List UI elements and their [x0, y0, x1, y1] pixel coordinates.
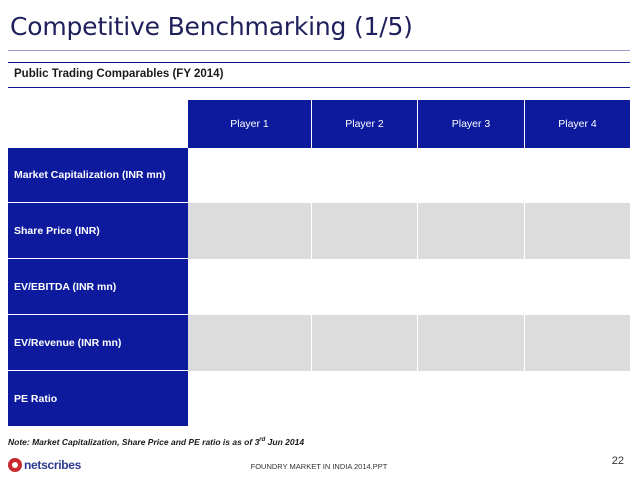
column-header-player-2: Player 2 [312, 100, 418, 148]
netscribes-logo: netscribes [8, 457, 81, 473]
table-cell [312, 203, 418, 259]
column-header-player-4: Player 4 [525, 100, 630, 148]
table-cell [418, 203, 525, 259]
footnote-suffix: Jun 2014 [265, 437, 305, 447]
table-corner [8, 100, 188, 148]
table-cell [418, 315, 525, 371]
table-cell [188, 203, 312, 259]
row-label-ev-ebitda: EV/EBITDA (INR mn) [8, 259, 188, 315]
column-header-player-1: Player 1 [188, 100, 312, 148]
footnote: Note: Market Capitalization, Share Price… [8, 437, 304, 447]
table-cell [525, 203, 630, 259]
table-cell [312, 315, 418, 371]
row-label-pe-ratio: PE Ratio [8, 371, 188, 426]
table-cell [188, 371, 630, 426]
row-label-market-cap: Market Capitalization (INR mn) [8, 148, 188, 203]
footer-document-name: FOUNDRY MARKET IN INDIA 2014.PPT [250, 462, 388, 471]
column-header-player-3: Player 3 [418, 100, 525, 148]
logo-mark-icon [8, 458, 22, 472]
footnote-prefix: Note: Market Capitalization, Share Price… [8, 437, 260, 447]
page-number: 22 [611, 455, 624, 467]
row-label-ev-revenue: EV/Revenue (INR mn) [8, 315, 188, 371]
footnote-superscript: rd [259, 437, 266, 444]
section-title: Public Trading Comparables (FY 2014) [14, 68, 224, 80]
slide-title: Competitive Benchmarking (1/5) [10, 12, 413, 41]
logo-text: netscribes [24, 458, 82, 472]
table-cell [188, 315, 312, 371]
comparables-table: Player 1 Player 2 Player 3 Player 4 Mark… [8, 100, 630, 426]
row-label-share-price: Share Price (INR) [8, 203, 188, 259]
table-cell [188, 259, 630, 315]
section-header: Public Trading Comparables (FY 2014) [8, 62, 630, 88]
table-cell [188, 148, 630, 203]
table-cell [525, 315, 630, 371]
title-divider [8, 50, 630, 51]
